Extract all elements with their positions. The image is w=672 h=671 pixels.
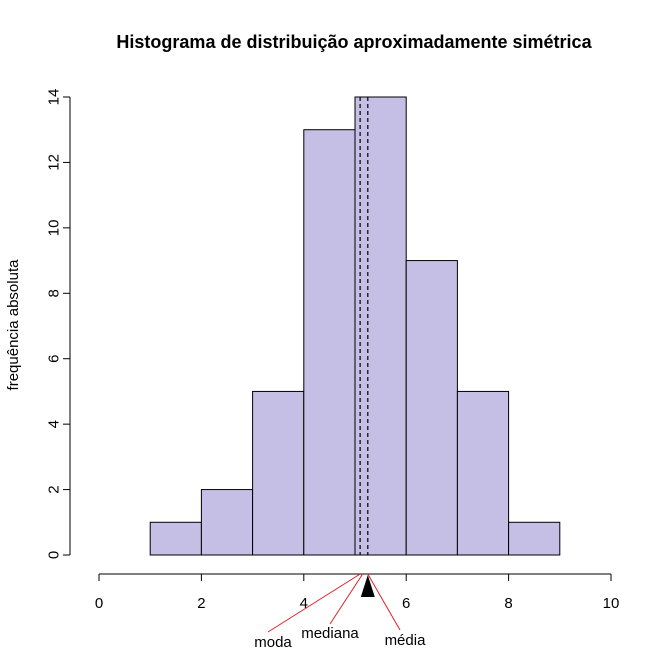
y-tick-label: 6 [45,355,62,363]
histogram-bar [201,490,252,555]
y-tick-label: 4 [45,420,62,428]
x-tick-label: 2 [197,595,205,612]
y-tick-label: 8 [45,289,62,297]
x-tick-label: 0 [95,595,103,612]
y-tick-label: 12 [45,154,62,171]
histogram-bar [355,97,406,555]
annotation-pointer-line [268,574,360,632]
chart-title: Histograma de distribuição aproximadamen… [116,32,592,52]
annotation-pointer-line [368,574,400,630]
annotations-group: moda mediana média [254,574,426,651]
x-tick-label: 8 [504,595,512,612]
annotation-pointer-line [330,574,363,624]
y-tick-label: 14 [45,89,62,106]
x-axis: 0 2 4 6 8 10 [95,574,620,612]
y-tick-label: 2 [45,485,62,493]
y-tick-label: 10 [45,220,62,237]
bars-group [150,97,560,555]
histogram-bar [150,522,201,555]
annotation-label: mediana [301,625,359,642]
y-axis-label: frequência absoluta [5,259,22,391]
histogram-bar [304,130,355,555]
histogram-bar [509,522,560,555]
mean-marker-triangle [361,575,375,597]
y-axis: 0 2 4 6 8 10 12 14 [45,89,70,560]
x-tick-label: 6 [402,595,410,612]
histogram-bar [406,261,457,555]
histogram-bar [253,391,304,555]
annotation-label: média [385,632,427,649]
annotation-label: moda [254,634,292,651]
x-tick-label: 10 [603,595,620,612]
y-tick-label: 0 [45,551,62,559]
histogram-bar [457,391,508,555]
